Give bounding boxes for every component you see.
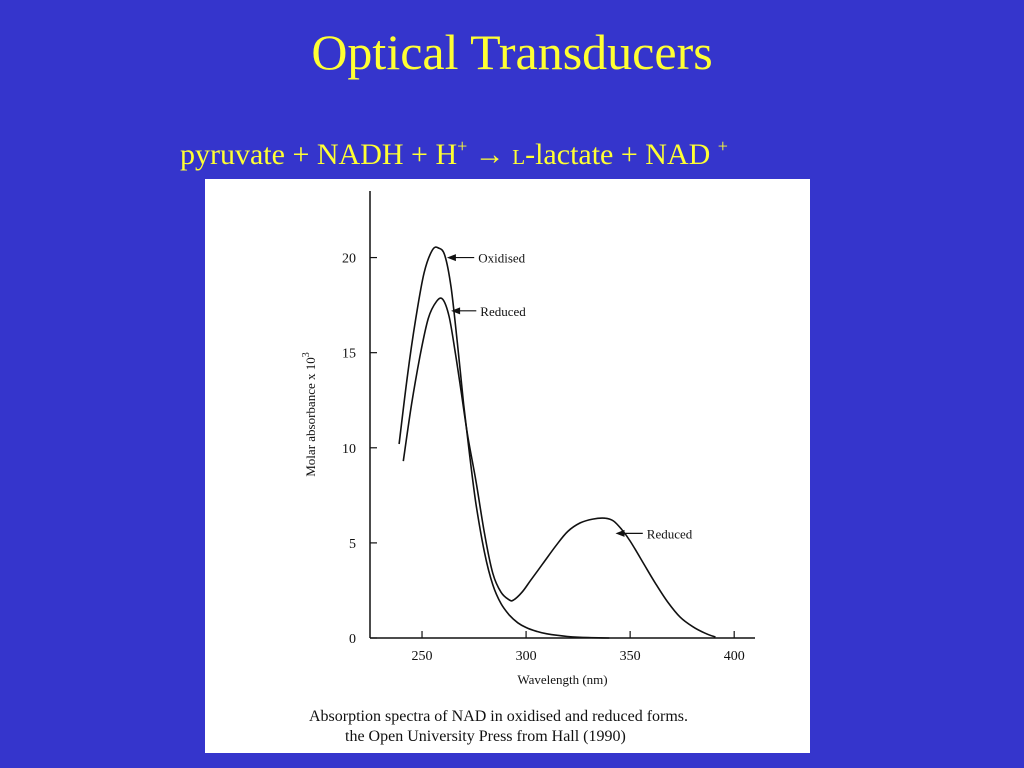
equation-nad-superscript: + xyxy=(717,136,728,156)
equation-part2: -lactate + NAD xyxy=(525,138,718,171)
annotation-label: Reduced xyxy=(480,304,526,319)
y-tick-label: 20 xyxy=(342,252,356,267)
x-tick-label: 300 xyxy=(516,649,537,664)
y-axis-label: Molar absorbance x 103 xyxy=(301,352,318,477)
y-tick-label: 5 xyxy=(349,537,356,552)
equation-l-prefix: L xyxy=(512,145,526,169)
reaction-equation: pyruvate + NADH + H+ → L-lactate + NAD + xyxy=(180,126,728,177)
caption-line-1: Absorption spectra of NAD in oxidised an… xyxy=(309,708,689,725)
annotation-arrow-head xyxy=(451,307,461,315)
equation-part1: pyruvate + NADH + H xyxy=(180,138,458,171)
figure-panel: 0 5 10 15 20 250 300 350 400 Wavelength (nm) Molar… xyxy=(205,179,810,753)
annotation-arrow-head xyxy=(615,529,625,537)
absorption-chart: 0 5 10 15 20 250 300 350 400 Wavelength (nm) Molar… xyxy=(301,191,755,687)
figure-caption: Absorption spectra of NAD in oxidised an… xyxy=(309,707,769,747)
equation-h-superscript: + xyxy=(457,136,468,156)
series-line-reduced xyxy=(402,297,716,638)
x-axis-label: Wavelength (nm) xyxy=(517,672,607,687)
x-tick-label: 400 xyxy=(724,649,745,664)
series-line-oxidised xyxy=(398,246,610,639)
caption-line-2: the Open University Press from Hall (199… xyxy=(345,728,626,745)
annotation-label: Oxidised xyxy=(478,251,525,266)
x-tick-label: 250 xyxy=(412,649,433,664)
equation-arrow: → xyxy=(467,138,513,171)
annotation-arrow-head xyxy=(446,254,456,262)
x-tick-label: 350 xyxy=(620,649,641,664)
y-tick-label: 10 xyxy=(342,442,356,457)
y-tick-label: 0 xyxy=(349,632,356,647)
slide-title: Optical Transducers xyxy=(311,24,713,80)
annotation-label: Reduced xyxy=(647,526,693,541)
y-tick-label: 15 xyxy=(342,347,356,362)
